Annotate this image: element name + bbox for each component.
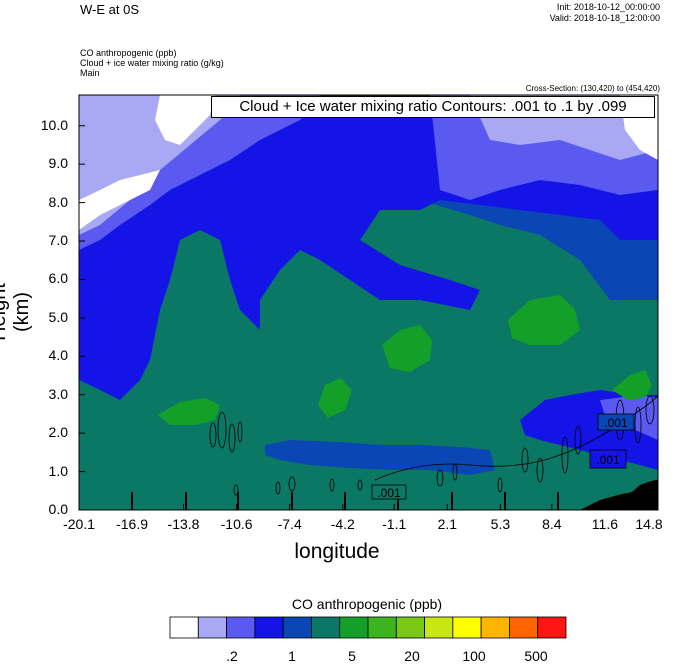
colorbar-tick-label: 100 bbox=[462, 648, 486, 664]
init-time: Init: 2018-10-12_00:00:00 bbox=[556, 2, 660, 12]
colorbar-tick-label: 20 bbox=[404, 648, 420, 664]
field-co: CO anthropogenic (ppb) bbox=[80, 48, 177, 58]
cross-section-label: Cross-Section: (130,420) to (454,420) bbox=[525, 84, 660, 93]
field-green-4 bbox=[508, 295, 580, 345]
colorbar-swatch bbox=[480, 616, 510, 639]
y-axis-label: Height (km) bbox=[0, 283, 33, 341]
colorbar-tick-label: .2 bbox=[226, 648, 238, 664]
y-tick-label: 0.0 bbox=[48, 501, 68, 517]
colorbar-tick-label: 500 bbox=[524, 648, 548, 664]
chart-title: W-E at 0S bbox=[80, 2, 140, 17]
x-tick-label: -4.2 bbox=[330, 516, 355, 532]
y-tick-label: 7.0 bbox=[48, 232, 68, 249]
y-tick-label: 1.0 bbox=[48, 462, 68, 479]
y-tick-label: 2.0 bbox=[48, 424, 68, 441]
terrain-ticks bbox=[131, 492, 559, 510]
x-tick-label: -1.1 bbox=[382, 516, 407, 532]
x-tick-label: 8.4 bbox=[542, 516, 562, 532]
x-tick-label: 2.1 bbox=[437, 516, 458, 532]
field-green-1 bbox=[158, 398, 220, 425]
y-tick-label: 5.0 bbox=[48, 308, 68, 325]
colorbar-swatch bbox=[395, 616, 425, 639]
x-tick-label: -13.8 bbox=[167, 516, 200, 532]
colorbar-swatch bbox=[226, 616, 256, 639]
y-tick-label: 3.0 bbox=[48, 385, 68, 402]
x-axis-label: longitude bbox=[294, 540, 380, 563]
colorbar bbox=[169, 616, 567, 639]
field-descriptions: CO anthropogenic (ppb) Cloud + ice water… bbox=[80, 48, 224, 78]
x-tick-marks bbox=[78, 504, 659, 510]
field-green-lower-right bbox=[612, 370, 652, 400]
y-tick-label: 6.0 bbox=[48, 270, 68, 287]
contour-label-2: .001 bbox=[597, 413, 635, 431]
x-tick-label: 11.6 bbox=[591, 516, 619, 532]
y-tick-marks bbox=[79, 125, 85, 511]
x-tick-label: -16.9 bbox=[116, 516, 149, 532]
colorbar-swatch bbox=[254, 616, 284, 639]
x-tick-label: 5.3 bbox=[490, 516, 511, 532]
contour-label-text-1: .001 bbox=[377, 486, 401, 500]
field-green-3 bbox=[382, 325, 432, 372]
contour-label-1: .001 bbox=[371, 484, 407, 500]
colorbar-swatch bbox=[367, 616, 397, 639]
colorbar-swatch bbox=[169, 616, 199, 639]
terrain bbox=[580, 480, 658, 510]
colorbar-swatch bbox=[424, 616, 454, 639]
contour-label-text-2: .001 bbox=[604, 416, 628, 430]
colorbar-swatch bbox=[282, 616, 312, 639]
colorbar-swatch bbox=[452, 616, 482, 639]
y-tick-label: 10.0 bbox=[40, 116, 68, 133]
plot-frame bbox=[78, 94, 659, 511]
y-tick-label: 8.0 bbox=[48, 193, 68, 210]
contour-info-box: Cloud + Ice water mixing ratio Contours:… bbox=[211, 96, 655, 118]
colorbar-swatch bbox=[197, 616, 227, 639]
colorbar-tick-label: 5 bbox=[348, 648, 356, 664]
y-tick-label: 4.0 bbox=[48, 347, 68, 364]
field-main: Main bbox=[80, 68, 100, 78]
x-tick-label: -10.6 bbox=[220, 516, 253, 532]
time-info: Init: 2018-10-12_00:00:00 Valid: 2018-10… bbox=[550, 2, 660, 24]
x-tick-label: -20.1 bbox=[63, 516, 95, 532]
colorbar-title: CO anthropogenic (ppb) bbox=[291, 596, 443, 612]
valid-time: Valid: 2018-10-18_12:00:00 bbox=[549, 13, 660, 23]
field-cloud: Cloud + ice water mixing ratio (g/kg) bbox=[80, 58, 224, 68]
contour-label-text-3: .001 bbox=[596, 453, 620, 467]
colorbar-swatch bbox=[311, 616, 341, 639]
contour-label-3: .001 bbox=[589, 449, 627, 469]
colorbar-swatch bbox=[537, 616, 567, 639]
y-tick-label: 9.0 bbox=[48, 155, 68, 172]
colorbar-swatch bbox=[339, 616, 369, 639]
field-dblue-lower bbox=[265, 440, 495, 475]
x-tick-label: 14.8 bbox=[635, 516, 663, 532]
colorbar-swatch bbox=[509, 616, 539, 639]
x-tick-label: -7.4 bbox=[277, 516, 302, 532]
colorbar-tick-label: 1 bbox=[288, 648, 296, 664]
field-green-2 bbox=[318, 378, 352, 418]
field-light-upper bbox=[79, 95, 658, 235]
heatmap-field: .001 .001 .001 bbox=[79, 95, 658, 510]
